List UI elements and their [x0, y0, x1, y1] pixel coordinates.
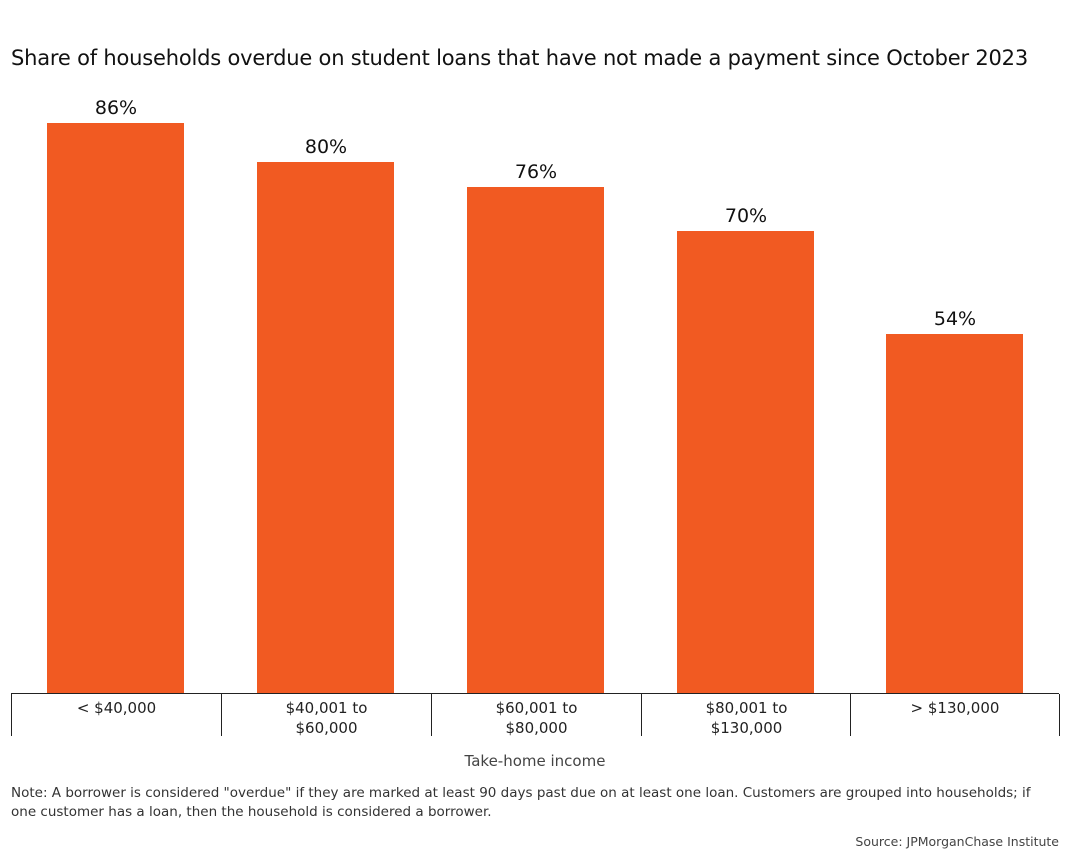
- bar-group-4: 54%: [850, 90, 1060, 693]
- bar-value-label: 80%: [304, 136, 348, 158]
- bar-group-3: 70%: [641, 90, 851, 693]
- bar: [467, 187, 604, 693]
- x-tick-label: > $130,000: [850, 694, 1060, 736]
- tick-line: $60,000: [295, 719, 358, 737]
- x-axis-title: Take-home income: [464, 752, 606, 770]
- tick-line: $40,001 to: [285, 699, 368, 717]
- plot-area: 86% 80% 76% 70% 54%: [11, 90, 1059, 693]
- x-tick-label: $60,001 to $80,000: [431, 694, 641, 737]
- bar: [886, 334, 1023, 693]
- bar-group-1: 80%: [221, 90, 431, 693]
- tick-line: < $40,000: [76, 699, 157, 717]
- bar-value-label: 86%: [94, 97, 138, 119]
- tick-line: > $130,000: [910, 699, 1000, 717]
- x-tick-label: $80,001 to $130,000: [641, 694, 851, 737]
- chart-title: Share of households overdue on student l…: [11, 46, 1029, 70]
- footnote: Note: A borrower is considered "overdue"…: [11, 785, 1031, 820]
- x-tick-label: $40,001 to $60,000: [221, 694, 431, 737]
- tick-line: $80,000: [505, 719, 568, 737]
- source-credit: Source: JPMorganChase Institute: [855, 834, 1059, 849]
- bar-value-label: 54%: [933, 308, 977, 330]
- tick-line: $60,001 to: [495, 699, 578, 717]
- bar: [257, 162, 394, 693]
- x-axis: < $40,000 $40,001 to $60,000 $60,001 to …: [11, 693, 1060, 737]
- tick-line: $80,001 to: [705, 699, 788, 717]
- tick-line: $130,000: [710, 719, 783, 737]
- bar-value-label: 70%: [724, 205, 768, 227]
- bar-value-label: 76%: [514, 161, 558, 183]
- bar-group-0: 86%: [11, 90, 221, 693]
- bar: [47, 123, 184, 693]
- x-tick-label: < $40,000: [11, 694, 221, 736]
- bar-group-2: 76%: [431, 90, 641, 693]
- bar: [677, 231, 814, 693]
